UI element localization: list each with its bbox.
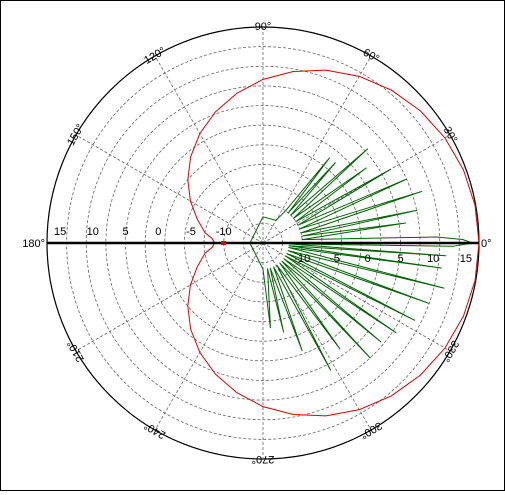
radial-tick-label-left: -5: [186, 226, 196, 238]
angle-label-210: 210°: [65, 338, 87, 364]
series-2-line: [249, 148, 473, 371]
grid-spoke: [262, 134, 451, 244]
angle-label-60: 60°: [361, 47, 381, 66]
grid-spoke: [262, 242, 372, 431]
angle-label-180: 180°: [22, 238, 45, 250]
angle-label-0: 0°: [481, 238, 492, 250]
grid-spoke: [262, 55, 372, 244]
grid-spoke: [154, 242, 264, 431]
grid-spoke: [75, 242, 264, 352]
radial-tick-label-right: -5: [330, 253, 340, 265]
angle-label-270: 270°: [252, 453, 275, 465]
radial-tick-label-left: 15: [54, 226, 66, 238]
angle-label-90: 90°: [255, 21, 272, 33]
radial-tick-label-left: -10: [216, 226, 232, 238]
grid-spoke: [154, 55, 264, 244]
angle-label-120: 120°: [142, 45, 168, 67]
axis-marker: [221, 241, 226, 245]
angle-label-30: 30°: [441, 125, 460, 145]
radial-tick-label-right: 0: [365, 253, 371, 265]
grid-spoke: [75, 134, 264, 244]
radial-tick-label-right: -10: [294, 253, 310, 265]
angle-label-300: 300°: [358, 419, 384, 441]
angle-label-150: 150°: [65, 122, 87, 148]
radial-tick-label-left: 0: [155, 226, 161, 238]
radial-tick-label-right: 15: [460, 253, 472, 265]
axis-layer: [47, 241, 479, 245]
radial-tick-label-right: 10: [427, 253, 439, 265]
grid-spoke: [262, 242, 451, 352]
radial-tick-label-left: 10: [87, 226, 99, 238]
radial-tick-label-left: 5: [122, 226, 128, 238]
angle-label-240: 240°: [142, 419, 168, 441]
radial-tick-label-right: 5: [397, 253, 403, 265]
